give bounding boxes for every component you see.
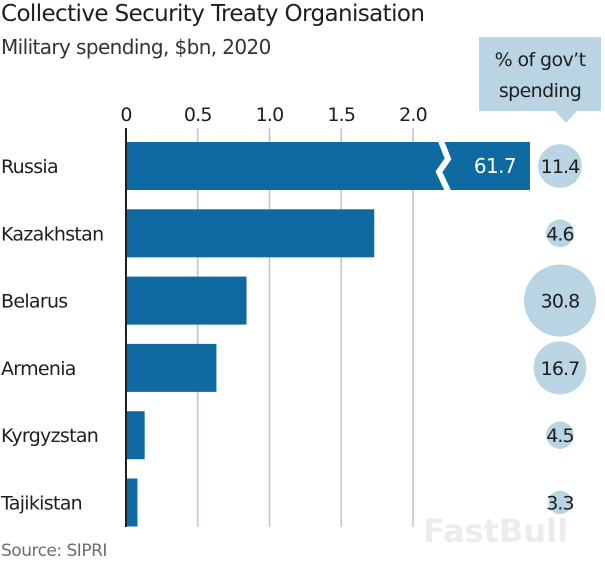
gridlines <box>196 128 414 527</box>
x-tick-label: 1.0 <box>256 104 284 126</box>
bubble-kazakhstan <box>546 219 574 248</box>
bubble-value-label: 16.7 <box>541 358 580 380</box>
bar-russia <box>126 142 530 190</box>
category-label: Belarus <box>1 291 68 313</box>
category-labels: Russia Kazakhstan Belarus Armenia Kyrgyzstan… <box>0 156 104 515</box>
bubble-value-label: 4.5 <box>546 425 574 447</box>
bubble-armenia <box>533 341 587 395</box>
bubble-value-label: 30.8 <box>541 291 580 313</box>
x-tick-label: 0 <box>120 104 131 126</box>
bubbles: 11.4 4.6 30.8 16.7 4.5 3.3 <box>524 144 596 515</box>
category-label: Kazakhstan <box>1 223 103 245</box>
chart-subtitle: Military spending, $bn, 2020 <box>1 35 271 59</box>
callout-text-line-1: % of gov’t <box>495 49 586 71</box>
callout-box <box>479 37 601 123</box>
category-label: Tajikistan <box>0 493 82 515</box>
category-label: Russia <box>1 156 58 178</box>
bubble-value-label: 11.4 <box>541 156 581 178</box>
category-label: Armenia <box>1 358 76 380</box>
bubble-value-label: 4.6 <box>546 223 574 245</box>
bubble-kyrgyzstan <box>546 421 574 449</box>
x-tick-label: 1.5 <box>327 104 355 126</box>
x-tick-label: 2.0 <box>399 104 427 126</box>
axis-break-icon <box>435 139 452 193</box>
bar-kazakhstan <box>126 209 375 258</box>
bar-kyrgyzstan <box>126 411 145 460</box>
bar-value-label: 61.7 <box>474 154 516 178</box>
category-label: Kyrgyzstan <box>1 425 98 447</box>
bar-tajikistan <box>126 478 138 527</box>
x-tick-label: 0.5 <box>184 104 212 126</box>
bubble-belarus <box>524 264 596 337</box>
chart-title: Collective Security Treaty Organisation <box>1 1 425 27</box>
callout-text-line-2: spending <box>499 80 581 102</box>
bar-armenia <box>126 343 217 392</box>
source-note: Source: SIPRI <box>1 541 107 561</box>
bubble-tajikistan <box>548 490 572 515</box>
watermark-logo: FastBull <box>423 512 569 550</box>
x-axis-ticks: 0 0.5 1.0 1.5 2.0 <box>120 104 427 126</box>
bar-belarus <box>126 276 247 325</box>
bars: 61.7 <box>126 139 530 527</box>
bubble-russia <box>538 144 582 188</box>
bubble-value-label: 3.3 <box>546 493 574 515</box>
callout: % of gov’t spending <box>479 37 601 123</box>
